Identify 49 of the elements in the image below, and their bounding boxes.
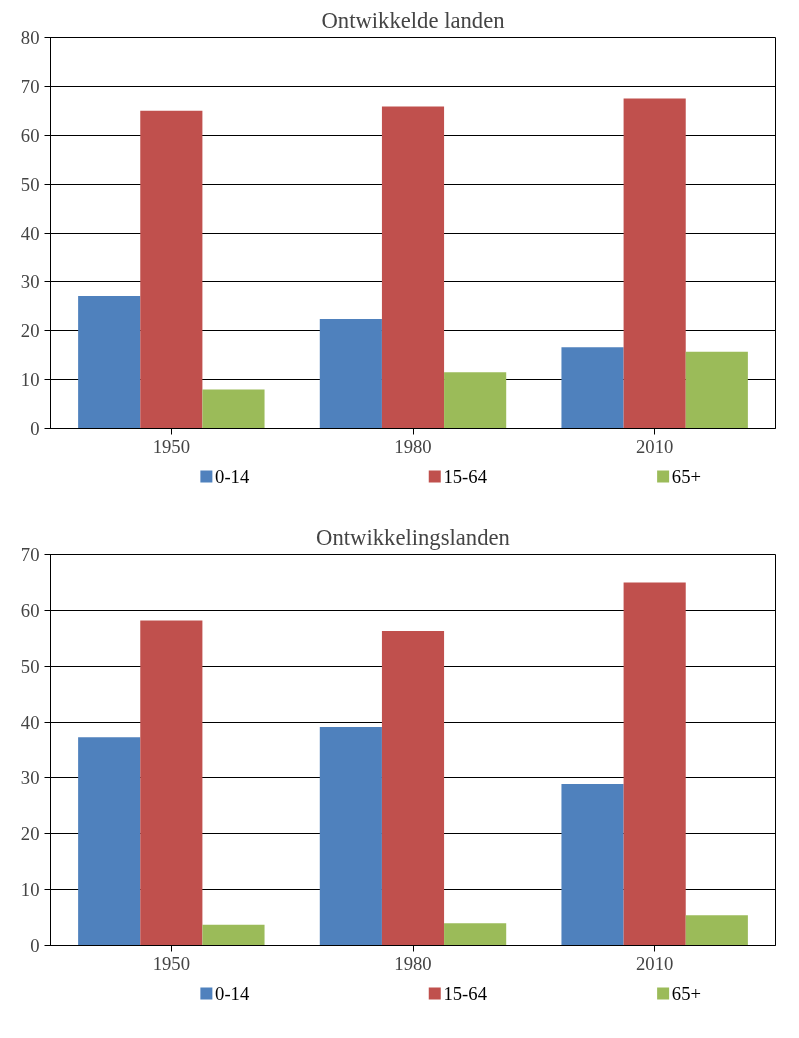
legend-label: 0-14 [215,983,250,1004]
bar [381,106,445,429]
y-tick-label: 40 [20,222,40,244]
y-tick-label: 60 [20,124,40,146]
legend-label: 65+ [671,983,702,1004]
y-tick-label: 60 [20,599,40,621]
bar [561,347,624,429]
y-tick-label: 80 [20,27,40,48]
legend-label: 15-64 [443,983,488,1004]
y-tick-label: 0 [30,935,40,956]
bar [202,924,265,946]
x-tick-label: 1950 [152,435,190,457]
bar [623,582,686,946]
chart-title: Ontwikkelde landen [321,7,505,33]
bar [561,784,624,946]
x-tick-label: 2010 [636,435,674,457]
y-tick-label: 20 [20,320,40,342]
bar [444,923,507,946]
y-tick-label: 70 [20,75,40,97]
y-tick-label: 30 [20,767,40,789]
y-tick-label: 0 [30,418,40,439]
bar [381,631,445,946]
bar [319,727,382,946]
y-tick-label: 10 [20,879,40,901]
bar [202,389,265,429]
legend-label: 15-64 [443,466,488,487]
chart-title: Ontwikkelingslanden [316,524,510,550]
bar [444,372,507,429]
bar [140,110,203,429]
bar [78,737,141,946]
y-tick-label: 10 [20,369,40,391]
y-tick-label: 20 [20,823,40,845]
bar [623,98,686,429]
x-tick-label: 1980 [394,952,432,974]
y-tick-label: 40 [20,711,40,733]
bar [78,296,141,429]
legend-label: 0-14 [215,466,250,487]
x-tick-label: 2010 [636,952,674,974]
bar [319,319,382,429]
bar [685,915,748,946]
x-tick-label: 1950 [152,952,190,974]
bar [685,351,748,429]
y-tick-label: 50 [20,173,40,195]
y-tick-label: 30 [20,271,40,293]
bar [140,620,203,946]
x-tick-label: 1980 [394,435,432,457]
y-tick-label: 50 [20,655,40,677]
legend-label: 65+ [671,466,702,487]
y-tick-label: 70 [20,544,40,565]
